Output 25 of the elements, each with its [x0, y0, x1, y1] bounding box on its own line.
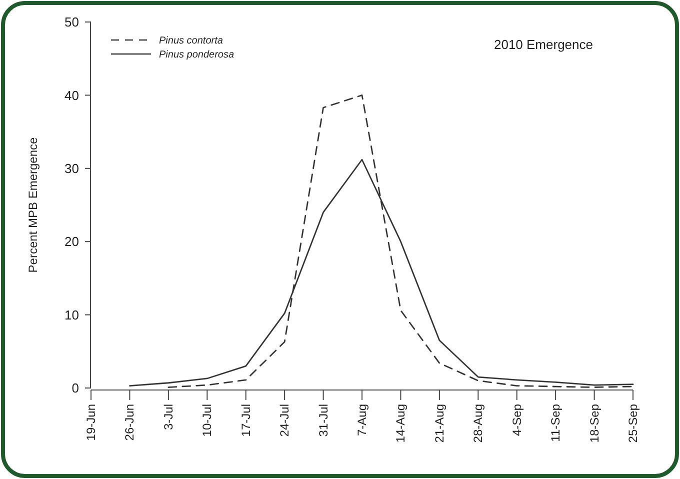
x-tick-label: 24-Jul [278, 404, 292, 437]
y-tick-label: 10 [64, 307, 79, 322]
x-tick-label: 11-Sep [548, 404, 563, 442]
x-tick-label: 10-Jul [200, 404, 214, 437]
x-tick-label: 18-Sep [587, 404, 602, 443]
y-tick-label: 20 [64, 234, 79, 250]
text: 2010 Emergence [494, 37, 593, 52]
y-tick-label: 50 [64, 14, 79, 30]
legend-label: Pinus contorta [159, 36, 224, 46]
y-tick-label: 40 [64, 88, 79, 103]
y-tick-label: 0 [72, 380, 79, 396]
legend-label: Pinus ponderosa [159, 50, 234, 60]
x-tick-label: 4-Sep [510, 404, 524, 436]
x-tick-label: 17-Jul [238, 404, 253, 437]
x-tick-label: 31-Jul [316, 404, 330, 437]
x-tick-label: 21-Aug [432, 404, 446, 443]
x-tick-label: 3-Jul [161, 404, 176, 430]
x-tick-label: 25-Sep [626, 404, 640, 443]
x-tick-label: 26-Jun [122, 404, 137, 441]
x-tick-label: 14-Aug [394, 404, 408, 443]
x-tick-label: 28-Aug [471, 404, 486, 443]
y-axis-title: Percent MPB Emergence [26, 136, 40, 273]
y-tick-label: 30 [64, 160, 79, 176]
x-tick-label: 19-Jun [84, 404, 98, 441]
x-tick-label: 7-Aug [355, 404, 369, 436]
